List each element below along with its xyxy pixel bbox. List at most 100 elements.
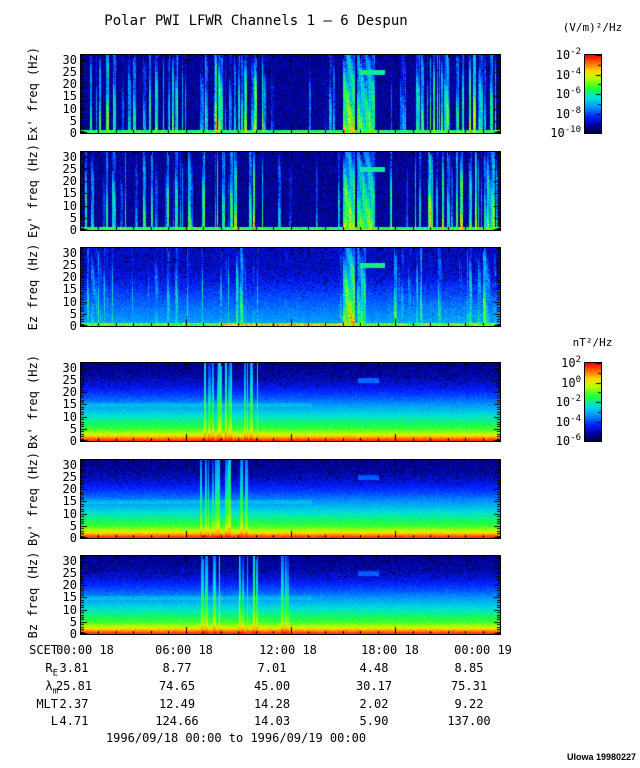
spectrogram-canvas-ex <box>80 54 501 134</box>
ephemeris-value: 137.00 <box>447 714 491 728</box>
y-tick-label: 25 <box>62 373 77 388</box>
y-tick-label: 10 <box>62 198 77 213</box>
y-axis-label-ez: Ez freq (Hz) <box>26 243 40 331</box>
ephemeris-value: 8.77 <box>162 661 192 675</box>
ephemeris-row-label-l: L <box>50 714 58 728</box>
x-tick-label: 00:00 19 <box>454 643 512 657</box>
y-tick-label: 30 <box>62 149 77 164</box>
y-tick-label: 15 <box>62 590 77 605</box>
y-tick-label: 25 <box>62 258 77 273</box>
ephemeris-value: 3.81 <box>59 661 89 675</box>
y-tick-label: 10 <box>62 294 77 309</box>
y-axis-label-bz: Bz freq (Hz) <box>26 551 40 639</box>
y-tick-label: 10 <box>62 101 77 116</box>
y-tick-label: 20 <box>62 385 77 400</box>
colorbar-tick-label: 10-2 <box>555 47 581 62</box>
colorbar-canvas-b <box>584 362 602 442</box>
y-tick-label: 20 <box>62 174 77 189</box>
ephemeris-value: 2.37 <box>59 697 89 711</box>
spectrogram-canvas-by <box>80 459 501 539</box>
y-tick-label: 0 <box>69 434 77 448</box>
y-tick-label: 5 <box>69 614 77 629</box>
y-tick-label: 5 <box>69 421 77 436</box>
ephemeris-value: 30.17 <box>355 679 393 693</box>
y-tick-label: 5 <box>69 306 77 321</box>
y-tick-label: 5 <box>69 518 77 533</box>
ephemeris-value: 4.71 <box>59 714 89 728</box>
ephemeris-value: 8.85 <box>454 661 484 675</box>
ephemeris-value: 14.03 <box>253 714 291 728</box>
ephemeris-value: 25.81 <box>55 679 93 693</box>
x-tick-label: 18:00 18 <box>361 643 419 657</box>
ephemeris-value: 45.00 <box>253 679 291 693</box>
y-tick-label: 5 <box>69 113 77 128</box>
colorbar-tick-label: 10-6 <box>555 86 581 101</box>
y-tick-label: 25 <box>62 162 77 177</box>
y-tick-label: 30 <box>62 52 77 67</box>
y-tick-label: 15 <box>62 89 77 104</box>
y-tick-label: 10 <box>62 602 77 617</box>
spectrogram-canvas-bz <box>80 555 501 635</box>
y-tick-label: 0 <box>69 126 77 140</box>
colorbar-tick-label: 10-4 <box>555 66 581 82</box>
y-tick-label: 0 <box>69 531 77 545</box>
y-tick-label: 20 <box>62 270 77 285</box>
credit-label: UIowa 19980227 <box>566 752 636 762</box>
ephemeris-value: 75.31 <box>450 679 488 693</box>
ephemeris-value: 7.01 <box>257 661 287 675</box>
y-axis-label-ex: Ex' freq (Hz) <box>26 47 40 141</box>
ephemeris-row-label-mlt: MLT <box>36 697 58 711</box>
y-tick-label: 30 <box>62 245 77 260</box>
colorbar-tick-label: 10-4 <box>555 413 581 429</box>
y-tick-label: 20 <box>62 77 77 92</box>
y-tick-label: 15 <box>62 186 77 201</box>
spectrogram-canvas-ez <box>80 247 501 327</box>
y-tick-label: 30 <box>62 360 77 375</box>
y-tick-label: 0 <box>69 627 77 641</box>
ephemeris-row-label-λ: λm <box>45 679 58 697</box>
y-tick-label: 0 <box>69 223 77 237</box>
y-tick-label: 15 <box>62 282 77 297</box>
y-tick-label: 25 <box>62 65 77 80</box>
y-axis-label-bx: Bx' freq (Hz) <box>26 355 40 449</box>
y-tick-label: 5 <box>69 210 77 225</box>
y-tick-label: 20 <box>62 578 77 593</box>
y-axis-label-by: By' freq (Hz) <box>26 452 40 546</box>
y-axis-label-ey: Ey' freq (Hz) <box>26 144 40 238</box>
x-tick-label: 06:00 18 <box>155 643 213 657</box>
x-tick-label: 12:00 18 <box>259 643 317 657</box>
colorbar-tick-label: 10-10 <box>550 125 581 140</box>
y-tick-label: 10 <box>62 506 77 521</box>
time-range-label: 1996/09/18 00:00 to 1996/09/19 00:00 <box>105 731 367 745</box>
colorbar-tick-label: 10-6 <box>555 433 581 448</box>
ephemeris-value: 14.28 <box>253 697 291 711</box>
ephemeris-value: 5.90 <box>359 714 389 728</box>
x-tick-label: 00:00 18 <box>56 643 114 657</box>
ephemeris-value: 9.22 <box>454 697 484 711</box>
y-tick-label: 25 <box>62 566 77 581</box>
spectrogram-canvas-ey <box>80 151 501 231</box>
scet-row-label: SCET <box>29 643 58 657</box>
y-tick-label: 15 <box>62 397 77 412</box>
colorbar-tick-label: 10-2 <box>555 394 581 409</box>
colorbar-tick-label: 10-8 <box>555 105 581 121</box>
ephemeris-value: 124.66 <box>155 714 199 728</box>
ephemeris-row-label-r: RE <box>45 661 58 679</box>
y-tick-label: 30 <box>62 457 77 472</box>
b-colorbar-units-label: nT²/Hz <box>572 336 613 349</box>
y-tick-label: 10 <box>62 409 77 424</box>
colorbar-tick-label: 102 <box>561 355 581 370</box>
y-tick-label: 30 <box>62 553 77 568</box>
y-tick-label: 25 <box>62 470 77 485</box>
ephemeris-value: 4.48 <box>359 661 389 675</box>
colorbar-canvas-e <box>584 54 602 134</box>
e-colorbar-units-label: (V/m)²/Hz <box>562 21 623 34</box>
figure-title: Polar PWI LFWR Channels 1 — 6 Despun <box>104 13 408 29</box>
ephemeris-value: 2.02 <box>359 697 389 711</box>
spectrogram-canvas-bx <box>80 362 501 442</box>
colorbar-tick-label: 100 <box>561 374 581 390</box>
y-tick-label: 0 <box>69 319 77 333</box>
ephemeris-value: 74.65 <box>158 679 196 693</box>
ephemeris-value: 12.49 <box>158 697 196 711</box>
